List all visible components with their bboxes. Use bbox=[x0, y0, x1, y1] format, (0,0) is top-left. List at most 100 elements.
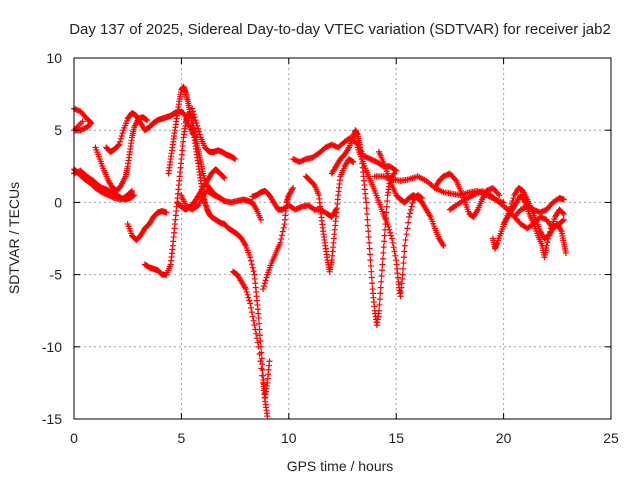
data-point bbox=[163, 209, 170, 216]
data-point bbox=[380, 244, 387, 251]
data-point bbox=[452, 203, 459, 210]
data-point bbox=[261, 280, 268, 287]
data-point bbox=[385, 223, 392, 230]
plot-frame bbox=[73, 57, 612, 420]
data-point bbox=[560, 210, 567, 217]
data-point bbox=[144, 117, 151, 124]
data-point bbox=[131, 192, 138, 199]
data-point bbox=[368, 268, 375, 275]
data-point bbox=[277, 239, 284, 246]
data-point bbox=[128, 187, 135, 194]
data-point bbox=[259, 372, 266, 379]
x-tick-label: 0 bbox=[70, 430, 78, 446]
data-point bbox=[378, 278, 385, 285]
data-point bbox=[257, 216, 264, 223]
data-point bbox=[221, 174, 228, 181]
data-point bbox=[391, 170, 398, 177]
data-point bbox=[381, 232, 388, 239]
data-point bbox=[379, 255, 386, 262]
data-point bbox=[117, 135, 124, 142]
data-point bbox=[367, 262, 374, 269]
data-point bbox=[400, 260, 407, 267]
data-point bbox=[243, 288, 250, 295]
data-point bbox=[263, 274, 270, 281]
y-tick-label: -15 bbox=[42, 411, 62, 427]
data-point bbox=[247, 257, 254, 264]
data-point bbox=[367, 257, 374, 264]
y-tick-label: 5 bbox=[54, 122, 62, 138]
data-point bbox=[366, 251, 373, 258]
data-points bbox=[71, 83, 569, 420]
data-point bbox=[255, 343, 262, 350]
data-point bbox=[546, 228, 553, 235]
data-point bbox=[242, 286, 249, 293]
data-point bbox=[380, 249, 387, 256]
data-point bbox=[191, 114, 198, 121]
data-point bbox=[403, 231, 410, 238]
data-point bbox=[363, 199, 370, 206]
series-track-6 bbox=[124, 208, 170, 243]
data-point bbox=[279, 228, 286, 235]
data-point bbox=[545, 235, 552, 242]
data-point bbox=[256, 351, 263, 358]
data-point bbox=[260, 283, 267, 290]
data-point bbox=[257, 358, 264, 365]
data-point bbox=[258, 365, 265, 372]
series-track-25 bbox=[511, 195, 567, 220]
data-point bbox=[389, 239, 396, 246]
data-point bbox=[266, 358, 273, 365]
series-track-19 bbox=[376, 148, 447, 249]
data-point bbox=[401, 248, 408, 255]
data-point bbox=[190, 111, 197, 118]
data-point bbox=[440, 242, 447, 249]
data-point bbox=[391, 248, 398, 255]
data-point bbox=[196, 131, 203, 138]
data-point bbox=[409, 199, 416, 206]
data-point bbox=[259, 366, 266, 373]
data-point bbox=[192, 117, 199, 124]
data-point bbox=[544, 239, 551, 246]
data-point bbox=[407, 206, 414, 213]
series-track-12 bbox=[229, 268, 271, 420]
data-point bbox=[256, 320, 263, 327]
data-point bbox=[249, 264, 256, 271]
data-point bbox=[546, 232, 553, 239]
data-point bbox=[559, 210, 566, 217]
data-point bbox=[381, 238, 388, 245]
data-point bbox=[189, 105, 196, 112]
x-tick-label: 15 bbox=[388, 430, 404, 446]
data-point bbox=[115, 142, 122, 149]
data-point bbox=[248, 309, 255, 316]
data-point bbox=[220, 173, 227, 180]
data-point bbox=[405, 219, 412, 226]
data-point bbox=[388, 232, 395, 239]
data-point bbox=[560, 196, 567, 203]
series-track-10 bbox=[178, 187, 264, 223]
y-tick-label: 10 bbox=[46, 50, 62, 66]
x-tick-label: 10 bbox=[281, 430, 297, 446]
data-point bbox=[245, 294, 252, 301]
data-point bbox=[79, 118, 86, 125]
data-point bbox=[250, 317, 257, 324]
data-point bbox=[363, 205, 370, 212]
data-point bbox=[193, 119, 200, 126]
series-track-21 bbox=[431, 170, 503, 220]
y-axis-title: SDTVAR / TECUs bbox=[6, 182, 22, 294]
data-point bbox=[402, 236, 409, 243]
chart-title: Day 137 of 2025, Sidereal Day-to-day VTE… bbox=[69, 21, 611, 38]
data-point bbox=[379, 261, 386, 268]
data-point bbox=[247, 254, 254, 261]
data-point bbox=[384, 221, 391, 228]
data-point bbox=[559, 217, 566, 224]
grid-lines bbox=[74, 58, 611, 419]
data-point bbox=[400, 254, 407, 261]
data-point bbox=[388, 235, 395, 242]
data-point bbox=[369, 280, 376, 287]
data-point bbox=[390, 244, 397, 251]
series-track-14 bbox=[249, 187, 340, 220]
data-point bbox=[376, 307, 383, 314]
data-point bbox=[247, 300, 254, 307]
data-point bbox=[250, 268, 257, 275]
data-point bbox=[543, 242, 550, 249]
data-point bbox=[248, 261, 255, 268]
